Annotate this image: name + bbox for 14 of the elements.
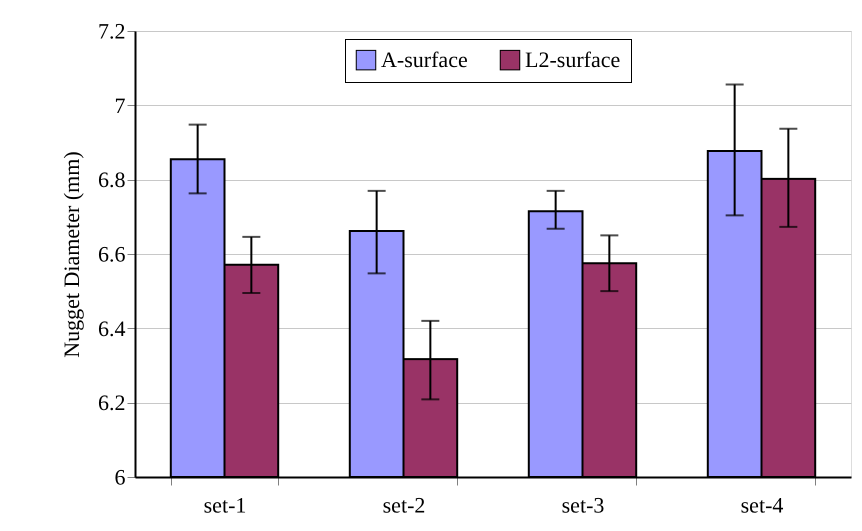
x-tick-label: set-1 — [204, 492, 246, 518]
y-tick-label: 6.4 — [98, 316, 126, 341]
legend-label: A-surface — [381, 47, 468, 72]
y-tick-label: 6 — [114, 464, 126, 490]
y-tick-label: 7 — [114, 92, 126, 118]
legend-label: L2-surface — [525, 47, 620, 72]
x-tick-label: set-2 — [382, 492, 426, 518]
x-tick-label: set-4 — [740, 492, 784, 518]
y-axis-title: Nugget Diameter (mm) — [59, 151, 84, 358]
y-tick-label: 7.2 — [98, 18, 126, 44]
x-tick-label: set-3 — [562, 492, 604, 518]
y-tick-label: 6.6 — [98, 242, 126, 266]
y-tick-label: 6.2 — [98, 390, 126, 416]
y-tick-label: 6.8 — [98, 167, 126, 192]
